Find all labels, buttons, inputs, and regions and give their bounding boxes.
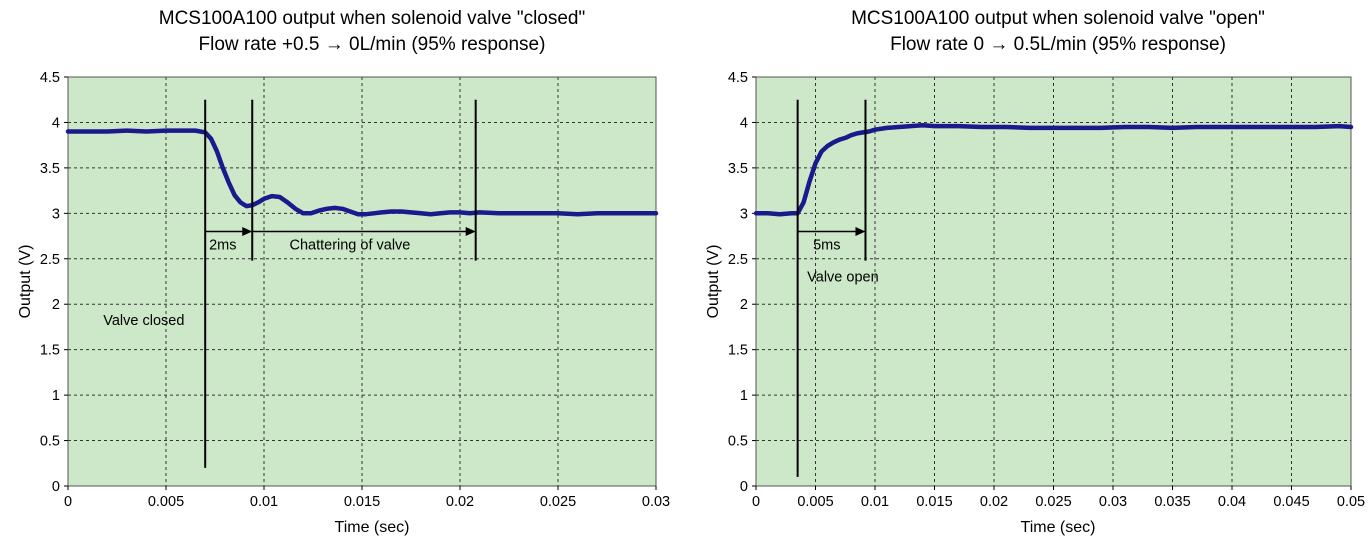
y-tick-label: 0	[52, 479, 60, 495]
x-axis-label: Time (sec)	[335, 519, 410, 536]
y-tick-label: 2	[740, 297, 748, 313]
annotation-label: Chattering of valve	[289, 238, 410, 254]
x-tick-label: 0.045	[1273, 494, 1309, 510]
x-tick-label: 0.03	[642, 494, 670, 510]
chart-subtitle: Flow rate 0 → 0.5L/min (95% response)	[890, 34, 1226, 55]
x-tick-label: 0	[752, 494, 760, 510]
gridlines	[756, 77, 1351, 486]
annotation-label: 5ms	[813, 238, 840, 254]
chart-solenoid-open: MCS100A100 output when solenoid valve "o…	[705, 8, 1365, 536]
y-tick-label: 3	[740, 206, 748, 222]
x-tick-label: 0.005	[148, 494, 184, 510]
y-tick-label: 4.5	[728, 70, 748, 86]
y-tick-label: 3.5	[728, 161, 748, 177]
y-tick-label: 2	[52, 297, 60, 313]
interval-arrow-head	[465, 227, 476, 237]
x-tick-label: 0.01	[250, 494, 278, 510]
y-tick-label: 1.5	[40, 343, 60, 359]
y-tick-label: 3	[52, 206, 60, 222]
x-axis-label: Time (sec)	[1021, 519, 1096, 536]
x-tick-label: 0.05	[1337, 494, 1365, 510]
series-line	[753, 122, 1354, 217]
y-tick-label: 1	[52, 388, 60, 404]
series-line	[65, 128, 659, 217]
y-tick-label: 4	[740, 115, 748, 131]
x-tick-label: 0.01	[861, 494, 889, 510]
interval-arrow-head	[855, 227, 866, 237]
x-tick-label: 0.02	[446, 494, 474, 510]
x-tick-label: 0.025	[540, 494, 576, 510]
y-tick-label: 1	[740, 388, 748, 404]
y-tick-label: 0.5	[728, 434, 748, 450]
x-tick-label: 0.04	[1218, 494, 1246, 510]
y-tick-label: 2.5	[40, 252, 60, 268]
x-tick-label: 0.035	[1154, 494, 1190, 510]
x-tick-label: 0.015	[916, 494, 952, 510]
x-tick-label: 0.015	[344, 494, 380, 510]
chart-subtitle: Flow rate +0.5 → 0L/min (95% response)	[199, 34, 546, 55]
x-tick-label: 0.02	[980, 494, 1008, 510]
chart-title: MCS100A100 output when solenoid valve "o…	[851, 8, 1265, 29]
x-tick-label: 0.03	[1099, 494, 1127, 510]
x-tick-label: 0	[64, 494, 72, 510]
y-tick-label: 4	[52, 115, 60, 131]
chart-title: MCS100A100 output when solenoid valve "c…	[159, 8, 585, 29]
y-tick-label: 4.5	[40, 70, 60, 86]
annotation-label: Valve closed	[103, 313, 184, 329]
annotation-label: 2ms	[209, 238, 236, 254]
x-tick-label: 0.005	[797, 494, 833, 510]
y-tick-label: 1.5	[728, 343, 748, 359]
y-tick-label: 3.5	[40, 161, 60, 177]
y-axis-label: Output (V)	[705, 245, 722, 319]
y-tick-label: 2.5	[728, 252, 748, 268]
y-tick-label: 0	[740, 479, 748, 495]
y-tick-label: 0.5	[40, 434, 60, 450]
y-axis-label: Output (V)	[17, 245, 34, 319]
chart-solenoid-closed: MCS100A100 output when solenoid valve "c…	[17, 8, 670, 536]
interval-arrow-head	[242, 227, 253, 237]
x-tick-label: 0.025	[1035, 494, 1071, 510]
annotation-label: Valve open	[807, 270, 878, 286]
